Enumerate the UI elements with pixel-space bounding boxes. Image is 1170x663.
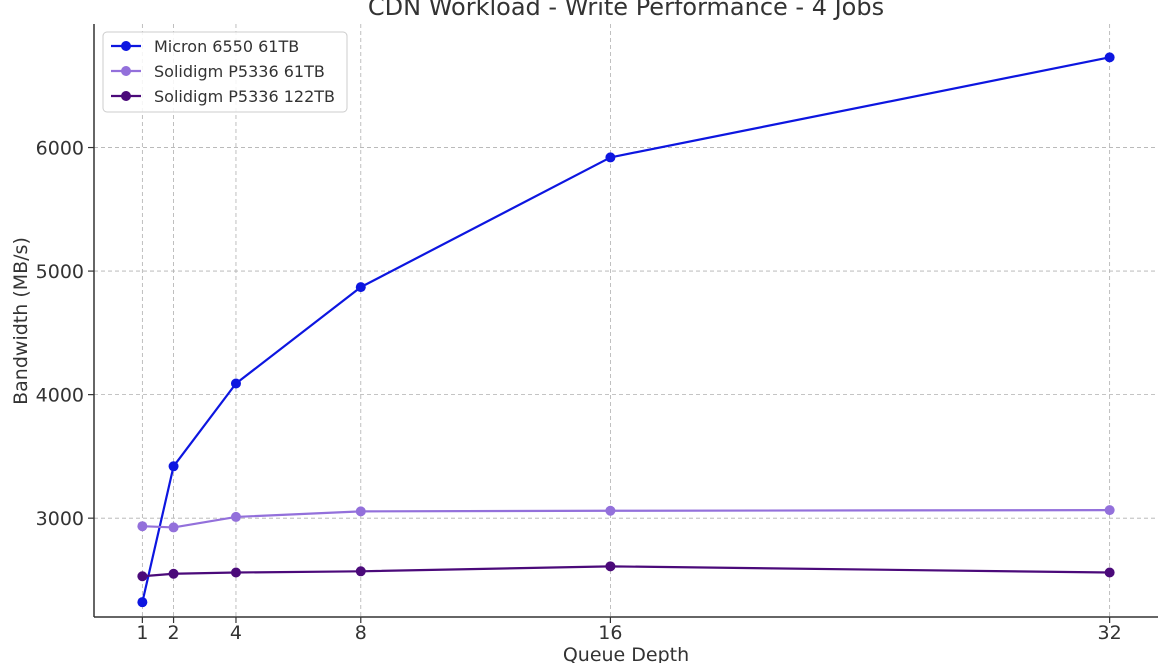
data-point — [605, 505, 616, 516]
x-axis-label: Queue Depth — [563, 644, 689, 663]
data-point — [168, 522, 179, 533]
series-3 — [137, 561, 1115, 582]
y-axis-label: Bandwidth (MB/s) — [10, 237, 32, 405]
legend-entry: Solidigm P5336 122TB — [111, 87, 335, 106]
x-ticks: 1 2 4 8 16 32 — [136, 617, 1122, 644]
series-line — [142, 509, 1110, 529]
y-tick-label: 5000 — [36, 261, 84, 283]
data-point — [1104, 567, 1115, 578]
legend: Micron 6550 61TB Solidigm P5336 61TB Solid… — [102, 31, 348, 113]
legend-marker — [121, 91, 131, 101]
legend-entry: Solidigm P5336 61TB — [111, 62, 325, 81]
series-line — [141, 56, 1110, 603]
legend-label: Micron 6550 61TB — [154, 37, 299, 56]
data-point — [230, 567, 241, 578]
x-tick-label: 16 — [598, 622, 622, 644]
data-point — [605, 561, 616, 572]
y-tick-label: 4000 — [36, 385, 84, 407]
series-1 — [137, 52, 1115, 608]
x-tick-label: 2 — [168, 622, 180, 644]
y-ticks: 3000 4000 5000 6000 — [36, 138, 94, 530]
y-tick-label: 6000 — [36, 138, 84, 160]
legend-label: Solidigm P5336 61TB — [154, 62, 325, 81]
legend-marker — [121, 41, 131, 51]
data-point — [168, 568, 179, 579]
data-point — [355, 566, 366, 577]
data-point — [168, 461, 179, 472]
series-2 — [137, 505, 1115, 533]
y-tick-label: 3000 — [36, 508, 84, 530]
data-point — [230, 378, 241, 389]
legend-label: Solidigm P5336 122TB — [154, 87, 335, 106]
data-point — [355, 282, 366, 293]
data-point — [137, 571, 148, 582]
data-point — [1104, 52, 1115, 63]
legend-frame — [102, 31, 348, 113]
x-tick-label: 8 — [355, 622, 367, 644]
series-line — [142, 565, 1110, 578]
data-point — [1104, 505, 1115, 516]
axes — [93, 24, 1158, 618]
data-point — [355, 506, 366, 517]
data-point — [605, 152, 616, 163]
x-tick-label: 1 — [136, 622, 148, 644]
data-point — [137, 521, 148, 532]
grid — [94, 24, 1158, 617]
x-tick-label: 4 — [230, 622, 242, 644]
legend-marker — [121, 66, 131, 76]
series-layer — [137, 52, 1115, 608]
x-tick-label: 32 — [1098, 622, 1122, 644]
data-point — [230, 511, 241, 522]
chart-title: CDN Workload - Write Performance - 4 Job… — [368, 0, 884, 21]
legend-entry: Micron 6550 61TB — [111, 37, 299, 56]
data-point — [137, 597, 148, 608]
